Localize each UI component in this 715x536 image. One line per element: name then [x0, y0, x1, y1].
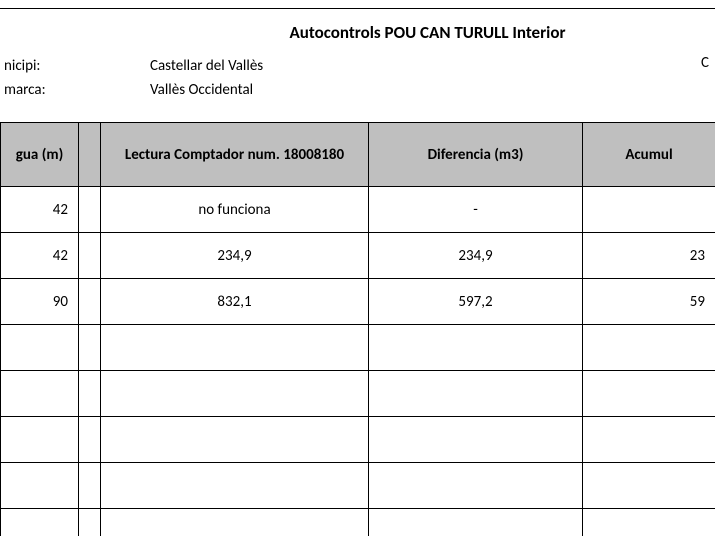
cell-d: 59 [583, 279, 715, 325]
cell-c [369, 325, 583, 371]
cell-d [583, 187, 715, 233]
cell-gap [79, 279, 101, 325]
table-row: 90 832,1 597,2 59 [1, 279, 715, 325]
comarca-label: marca: [0, 78, 150, 102]
cell-d [583, 509, 715, 536]
cell-b [101, 371, 369, 417]
cell-gap [79, 417, 101, 463]
col-header-gap [79, 123, 101, 187]
table-row [1, 417, 715, 463]
col-header-diferencia: Diferencia (m3) [369, 123, 583, 187]
cell-c: 234,9 [369, 233, 583, 279]
cell-d: 23 [583, 233, 715, 279]
cell-a: 42 [1, 233, 79, 279]
top-border [0, 8, 715, 9]
col-header-acumul: Acumul [583, 123, 715, 187]
cell-c: 597,2 [369, 279, 583, 325]
cell-c [369, 509, 583, 536]
cell-gap [79, 187, 101, 233]
cell-c [369, 417, 583, 463]
cell-a [1, 325, 79, 371]
cell-a: 90 [1, 279, 79, 325]
cell-a [1, 371, 79, 417]
cell-b [101, 463, 369, 509]
municipi-label: nicipi: [0, 54, 150, 78]
table-row [1, 509, 715, 536]
cell-gap [79, 463, 101, 509]
municipi-value: Castellar del Vallès [150, 54, 263, 78]
cell-b [101, 417, 369, 463]
meta-row-municipi: nicipi: Castellar del Vallès [0, 54, 263, 78]
col-header-lectura: Lectura Comptador num. 18008180 [101, 123, 369, 187]
cell-gap [79, 233, 101, 279]
cell-a: 42 [1, 187, 79, 233]
cell-b: no funciona [101, 187, 369, 233]
data-table: gua (m) Lectura Comptador num. 18008180 … [0, 122, 715, 536]
table-row [1, 463, 715, 509]
table-row [1, 371, 715, 417]
table-row [1, 325, 715, 371]
cell-b [101, 325, 369, 371]
cell-a [1, 509, 79, 536]
cell-a [1, 463, 79, 509]
cell-d [583, 371, 715, 417]
spreadsheet-view: Autocontrols POU CAN TURULL Interior nic… [0, 0, 715, 536]
meta-right-fragment: C [701, 54, 709, 72]
cell-gap [79, 371, 101, 417]
table-row: 42 no funciona - [1, 187, 715, 233]
cell-gap [79, 509, 101, 536]
cell-d [583, 463, 715, 509]
cell-b: 234,9 [101, 233, 369, 279]
cell-c: - [369, 187, 583, 233]
cell-d [583, 417, 715, 463]
table-body: 42 no funciona - 42 234,9 234,9 23 90 83… [1, 187, 715, 536]
cell-b [101, 509, 369, 536]
cell-d [583, 325, 715, 371]
meta-row-comarca: marca: Vallès Occidental [0, 78, 263, 102]
cell-c [369, 371, 583, 417]
col-header-gua: gua (m) [1, 123, 79, 187]
table-row: 42 234,9 234,9 23 [1, 233, 715, 279]
meta-block: nicipi: Castellar del Vallès marca: Vall… [0, 54, 263, 102]
cell-b: 832,1 [101, 279, 369, 325]
cell-c [369, 463, 583, 509]
cell-gap [79, 325, 101, 371]
comarca-value: Vallès Occidental [150, 78, 253, 102]
page-title: Autocontrols POU CAN TURULL Interior [0, 22, 715, 43]
table-header-row: gua (m) Lectura Comptador num. 18008180 … [1, 123, 715, 187]
cell-a [1, 417, 79, 463]
